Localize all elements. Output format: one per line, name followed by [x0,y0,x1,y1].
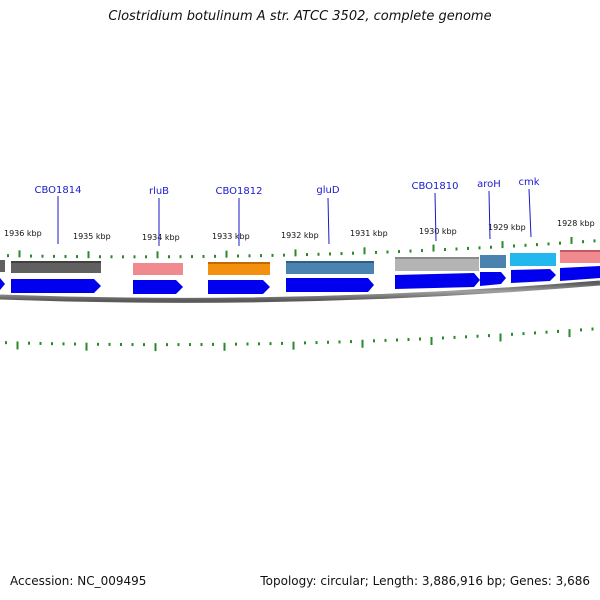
cds-track [0,266,600,294]
gene-box-cmk[interactable] [510,253,556,266]
cds-arrow-glud[interactable] [286,278,374,292]
gene-box-edge [395,257,479,259]
gene-box-rlub[interactable] [133,263,183,275]
kbp-label: 1934 kbp [142,233,180,242]
kbp-label: 1928 kbp [557,219,595,228]
gene-box-glud[interactable] [286,261,374,274]
inner-tick-row [5,327,594,352]
kbp-scale: 1936 kbp 1935 kbp 1934 kbp 1933 kbp 1932… [4,219,595,242]
accession-text: Accession: NC_009495 [10,574,147,588]
gene-box-cbo1814[interactable] [11,261,101,273]
kbp-label: 1935 kbp [73,232,111,241]
genome-backbone [0,280,600,303]
gene-label-cbo1810[interactable]: CBO1810 [412,181,459,192]
gene-label-rlub[interactable]: rluB [149,186,169,197]
gene-label-glud[interactable]: gluD [316,185,339,196]
gene-label-aroh[interactable]: aroH [477,179,501,190]
gene-box-aroh[interactable] [480,255,506,268]
gene-labels: CBO1814 rluB CBO1812 gluD CBO1810 aroH c… [35,177,540,246]
cds-arrow-cmk[interactable] [511,269,556,283]
gene-label-cbo1812[interactable]: CBO1812 [216,186,263,197]
gene-box-edge [560,250,600,252]
gene-box-partial-right[interactable] [560,250,600,263]
kbp-label: 1936 kbp [4,229,42,238]
cds-arrow-cbo1812[interactable] [208,280,270,294]
cds-arrow-cbo1810[interactable] [395,273,480,289]
label-leader [327,197,330,245]
cds-arrow-rlub[interactable] [133,280,183,294]
kbp-label: 1930 kbp [419,227,457,236]
map-title: Clostridium botulinum A str. ATCC 3502, … [108,9,492,24]
cds-arrow-aroh[interactable] [480,272,506,286]
gene-box-cbo1810[interactable] [395,257,479,271]
topology-text: Topology: circular; Length: 3,886,916 bp… [260,574,590,588]
gene-box-cbo1812[interactable] [208,262,270,275]
gene-label-cmk[interactable]: cmk [518,177,539,188]
kbp-label: 1932 kbp [281,231,319,240]
label-leader [528,188,532,238]
gene-box-edge [208,262,270,264]
gene-box-edge [286,261,374,263]
gene-box-partial-left[interactable] [0,260,5,272]
gene-label-cbo1814[interactable]: CBO1814 [35,185,82,196]
gene-track [0,250,600,275]
cds-arrow-partial-right[interactable] [560,266,600,281]
label-leader [488,190,491,240]
kbp-label: 1929 kbp [488,223,526,232]
kbp-label: 1931 kbp [350,229,388,238]
kbp-label: 1933 kbp [212,232,250,241]
outer-tick-row [7,236,596,259]
label-leader [434,192,437,242]
cds-arrow-cbo1814[interactable] [11,279,101,293]
gene-box-edge [11,261,101,263]
cds-arrow-partial-left[interactable] [0,278,5,290]
